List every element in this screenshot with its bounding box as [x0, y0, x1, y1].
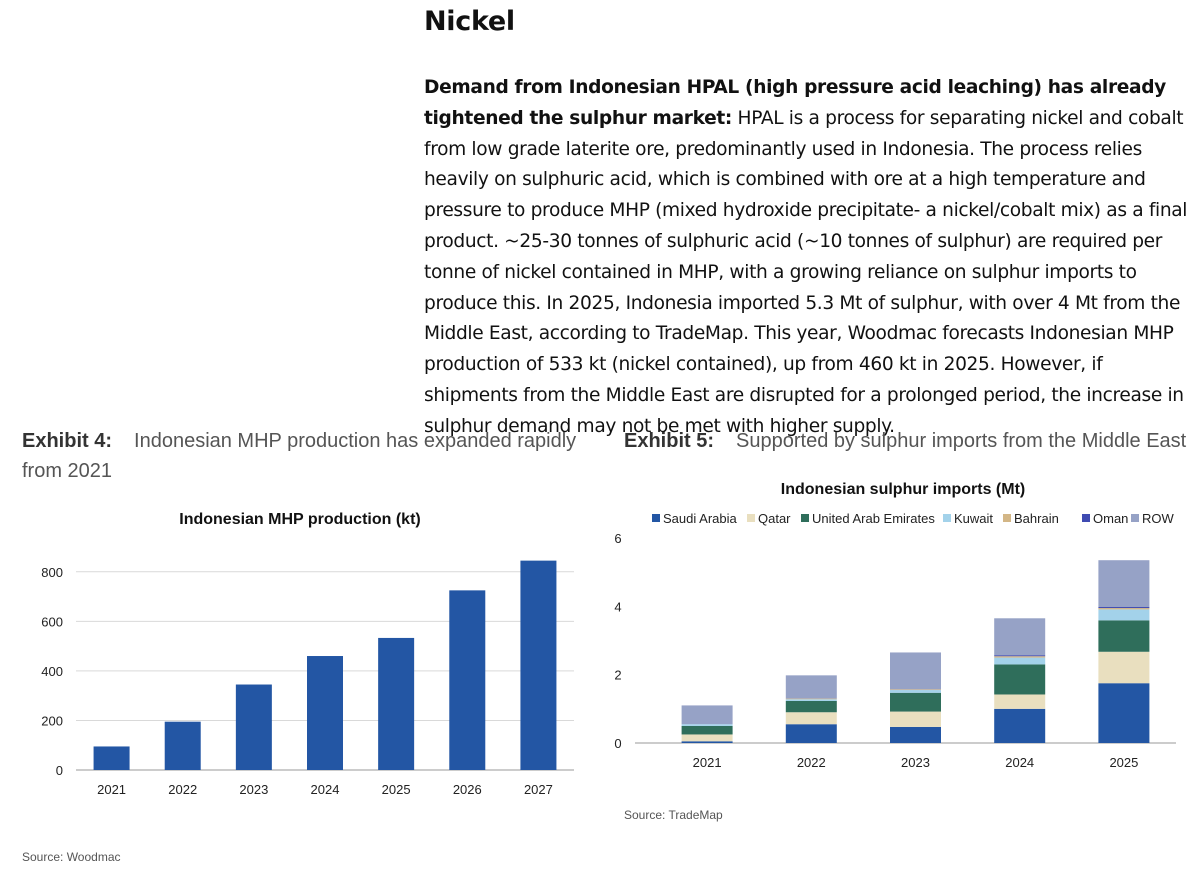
chart2-legend-swatch-5 — [1082, 514, 1090, 522]
chart1-bar-2022 — [164, 721, 201, 770]
chart2-bar-2023-6 — [890, 652, 941, 690]
chart2-xtick-2023: 2023 — [901, 755, 930, 770]
chart1-ytick-1: 200 — [41, 713, 63, 728]
chart2-legend-swatch-4 — [1003, 514, 1011, 522]
chart1-xtick-2021: 2021 — [97, 782, 126, 797]
chart2-legend-label-2: United Arab Emirates — [812, 511, 935, 526]
exhibit5-caption: Exhibit 5: Supported by sulphur imports f… — [624, 426, 1194, 456]
chart2-bar-2021-6 — [681, 705, 733, 725]
chart1-title: Indonesian MHP production (kt) — [179, 511, 420, 528]
chart2-legend-label-4: Bahrain — [1014, 511, 1059, 526]
chart2-legend-label-3: Kuwait — [954, 511, 993, 526]
section-title: Nickel — [424, 6, 515, 37]
chart1-ytick-3: 600 — [41, 614, 63, 629]
chart2-bar-2022-0 — [785, 724, 837, 743]
chart2-bar-2023-0 — [890, 726, 941, 743]
chart2-xtick-2025: 2025 — [1109, 755, 1138, 770]
chart2-bar-2021-3 — [681, 724, 733, 726]
chart2-legend-swatch-1 — [747, 514, 755, 522]
chart1-xtick-2025: 2025 — [382, 782, 411, 797]
chart2-bar-2022-6 — [785, 675, 837, 699]
chart2-title: Indonesian sulphur imports (Mt) — [781, 481, 1025, 498]
chart1-ytick-0: 0 — [56, 763, 63, 778]
chart2-legend-label-1: Qatar — [758, 511, 791, 526]
chart2-legend-label-0: Saudi Arabia — [663, 511, 737, 526]
chart2-ytick-2: 4 — [614, 599, 621, 614]
chart2-bar-2022-2 — [785, 700, 837, 713]
chart2-ytick-3: 6 — [614, 531, 621, 546]
chart2-bar-2023-1 — [890, 711, 941, 727]
exhibit5-caption-text: Supported by sulphur imports from the Mi… — [736, 430, 1187, 452]
chart2-bar-2025-6 — [1098, 560, 1150, 608]
chart2-legend-swatch-2 — [801, 514, 809, 522]
chart1-xtick-2023: 2023 — [239, 782, 268, 797]
chart2-bar-2025-4 — [1098, 608, 1150, 610]
chart1-bar-2026 — [449, 590, 486, 770]
chart1-xtick-2027: 2027 — [524, 782, 553, 797]
chart1-bar-2024 — [307, 656, 343, 770]
body-paragraph: Demand from Indonesian HPAL (high pressu… — [424, 73, 1194, 443]
chart2-bar-2025-0 — [1098, 683, 1150, 743]
chart2-bar-2022-4 — [785, 698, 837, 700]
chart1-bar-2025 — [378, 637, 415, 770]
chart2-bar-2024-2 — [994, 664, 1046, 695]
chart2-legend-swatch-0 — [652, 514, 660, 522]
chart2-legend-label-6: ROW — [1142, 511, 1175, 526]
exhibit4-caption: Exhibit 4: Indonesian MHP production has … — [22, 426, 582, 486]
body-text: HPAL is a process for separating nickel … — [424, 107, 1188, 437]
chart1-bar-2023 — [235, 684, 272, 770]
chart1-xtick-2026: 2026 — [453, 782, 482, 797]
chart2-bar-2021-2 — [681, 725, 733, 735]
chart1-ytick-2: 400 — [41, 664, 63, 679]
exhibit4-source: Source: Woodmac — [22, 850, 121, 864]
chart2-bar-2024-0 — [994, 708, 1046, 743]
chart1-bar-2021 — [93, 746, 130, 770]
chart2-bar-2021-1 — [681, 734, 733, 742]
chart2-bar-2025-1 — [1098, 651, 1150, 684]
chart2-xtick-2021: 2021 — [693, 755, 722, 770]
chart2-bar-2022-3 — [785, 699, 837, 701]
chart2-bar-2023-2 — [890, 692, 941, 712]
exhibit4-label: Exhibit 4: — [22, 430, 113, 452]
chart1-ytick-4: 800 — [41, 565, 63, 580]
chart2-bar-2023-4 — [890, 689, 941, 691]
chart2-legend-swatch-6 — [1131, 514, 1139, 522]
chart2-legend-swatch-3 — [943, 514, 951, 522]
chart2-ytick-0: 0 — [614, 736, 621, 751]
chart2-bar-2024-1 — [994, 694, 1046, 709]
mhp-production-chart: Indonesian MHP production (kt) 0 200 400 600… — [41, 511, 574, 797]
chart2-xtick-2024: 2024 — [1005, 755, 1034, 770]
chart2-bar-2021-0 — [681, 741, 733, 743]
exhibit5-label: Exhibit 5: — [624, 430, 715, 452]
chart2-bar-2025-2 — [1098, 620, 1150, 652]
sulphur-imports-chart: Indonesian sulphur imports (Mt) Saudi Ara… — [614, 481, 1176, 770]
chart2-bar-2022-1 — [785, 712, 837, 725]
chart2-bar-2024-3 — [994, 657, 1046, 665]
chart2-bar-2024-6 — [994, 618, 1046, 656]
chart1-xtick-2024: 2024 — [311, 782, 340, 797]
chart2-legend-label-5: Oman — [1093, 511, 1128, 526]
body-lead: Demand from Indonesian HPAL (high pressu… — [424, 77, 1166, 129]
chart2-xtick-2022: 2022 — [797, 755, 826, 770]
chart2-bar-2025-3 — [1098, 609, 1150, 621]
chart2-bar-2023-3 — [890, 690, 941, 693]
exhibit5-source: Source: TradeMap — [624, 808, 723, 822]
chart2-bar-2024-4 — [994, 656, 1046, 658]
chart2-bar-2025-5 — [1098, 607, 1150, 609]
chart1-xtick-2022: 2022 — [168, 782, 197, 797]
chart2-bar-2024-5 — [994, 655, 1046, 657]
chart1-bar-2027 — [520, 560, 557, 770]
chart2-ytick-1: 2 — [614, 668, 621, 683]
exhibit4-caption-text: Indonesian MHP production has expanded r… — [22, 430, 577, 482]
